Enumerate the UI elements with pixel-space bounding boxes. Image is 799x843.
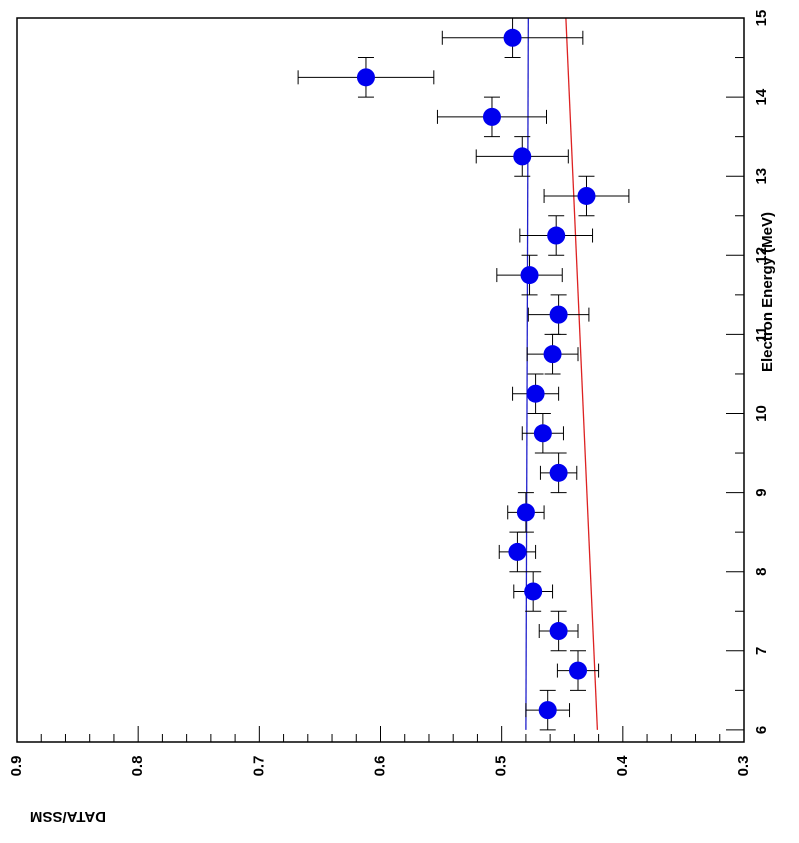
y-tick-label: 0.9 (8, 756, 25, 777)
data-points (297, 17, 630, 731)
data-point-3 (513, 571, 554, 612)
x-tick-label: 14 (753, 88, 770, 105)
y-tick-label: 0.5 (493, 756, 510, 777)
data-point-1 (556, 650, 600, 691)
x-tick-label: 10 (753, 405, 770, 422)
y-tick-label: 0.8 (129, 756, 146, 777)
x-tick-label: 11 (753, 326, 770, 342)
data-marker (513, 147, 532, 166)
data-marker (524, 582, 543, 601)
data-point-5 (507, 492, 545, 533)
data-point-8 (512, 373, 560, 414)
x-tick-label: 8 (753, 568, 770, 576)
data-point-15 (436, 96, 547, 138)
fit-line-1 (565, 17, 599, 730)
x-axis-title: Electron Energy (MeV) (759, 212, 776, 372)
x-tick-label: 6 (753, 726, 770, 734)
data-marker (508, 542, 527, 561)
data-marker (482, 107, 501, 126)
data-point-14 (475, 136, 569, 177)
data-marker (538, 701, 557, 720)
data-point-4 (498, 531, 537, 573)
data-marker (526, 384, 545, 403)
x-tick-label: 12 (753, 247, 770, 264)
x-tick-label: 15 (753, 10, 770, 27)
data-marker (577, 186, 596, 205)
data-point-10 (527, 294, 590, 335)
data-marker (569, 661, 588, 680)
data-point-2 (538, 610, 579, 652)
y-tick-label: 0.4 (614, 755, 631, 777)
x-tick-label: 13 (753, 168, 770, 185)
data-marker (543, 345, 562, 364)
data-point-11 (496, 254, 563, 296)
data-marker (516, 503, 535, 522)
data-point-16 (297, 57, 435, 98)
data-point-0 (525, 689, 571, 731)
data-marker (520, 266, 539, 285)
data-marker (549, 463, 568, 482)
data-marker (547, 226, 566, 245)
data-marker (356, 68, 375, 87)
ticks: 6 7 8 9 10 11 12 13 14 15 0.3 0.4 0.5 0.6 0.7 0.8 0.9 (8, 10, 770, 777)
y-tick-label: 0.6 (371, 756, 388, 777)
data-point-6 (539, 452, 578, 494)
data-marker (503, 28, 522, 47)
data-point-13 (543, 175, 630, 217)
data-point-7 (521, 413, 564, 454)
x-tick-label: 9 (753, 488, 770, 496)
data-point-12 (519, 215, 594, 256)
data-marker (549, 305, 568, 324)
y-tick-label: 0.7 (250, 756, 267, 777)
data-marker (533, 424, 552, 443)
x-tick-label: 7 (753, 647, 770, 655)
data-marker (549, 622, 568, 641)
y-tick-label: 0.3 (735, 756, 752, 777)
y-axis-title: DATA/SSM (30, 808, 106, 825)
